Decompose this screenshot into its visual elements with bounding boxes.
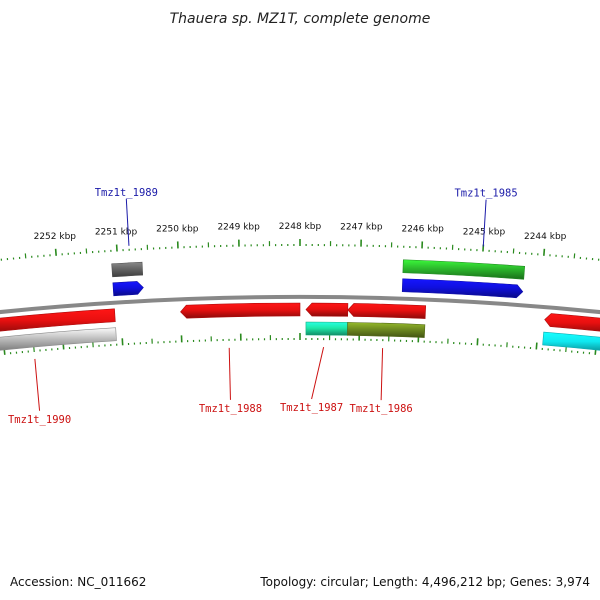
gene-label: Tmz1t_1986 <box>350 403 413 415</box>
gene-feature-gray <box>111 261 144 278</box>
gene-feature-red <box>305 302 349 317</box>
gene-feature-lightgray <box>0 327 117 351</box>
gene-labels: Tmz1t_1989 Tmz1t_1985 Tmz1t_1990 Tmz1t_1988… <box>8 187 518 426</box>
genome-backbone <box>0 295 600 315</box>
tick-label: 2244 kbp <box>524 232 567 242</box>
gene-label-leader <box>311 346 325 400</box>
tick-mark <box>543 248 546 256</box>
gene-label: Tmz1t_1990 <box>8 414 71 426</box>
tick-label: 2250 kbp <box>156 224 199 234</box>
gene-feature-blue <box>112 281 144 297</box>
gene-feature-red <box>544 313 600 332</box>
gene-label-leader <box>482 199 487 247</box>
tick-mark <box>535 342 538 350</box>
gene-feature-red <box>347 303 427 319</box>
tick-label: 2252 kbp <box>34 232 77 242</box>
feature-tracks <box>0 259 600 351</box>
gene-feature-cyan <box>542 331 600 351</box>
map-title: Thauera sp. MZ1T, complete genome <box>170 11 431 27</box>
gene-feature-olive <box>347 322 426 338</box>
tick-mark <box>54 248 57 256</box>
gene-label-leader <box>380 348 384 401</box>
accession-text: Accession: NC_011662 <box>10 575 147 589</box>
gene-label-leader <box>228 347 231 400</box>
gene-label-leader <box>125 198 130 246</box>
tick-label: 2251 kbp <box>95 228 138 238</box>
gene-feature-blue <box>401 278 524 299</box>
gene-label: Tmz1t_1987 <box>280 402 343 414</box>
genome-summary-text: Topology: circular; Length: 4,496,212 bp… <box>260 575 590 589</box>
gene-feature-aqua <box>305 321 348 336</box>
gene-label: Tmz1t_1985 <box>454 188 517 200</box>
gene-label: Tmz1t_1989 <box>95 187 158 199</box>
tick-label: 2246 kbp <box>401 224 444 234</box>
gene-feature-red <box>0 308 116 332</box>
tick-label: 2248 kbp <box>279 222 322 232</box>
gene-label: Tmz1t_1988 <box>199 403 262 415</box>
tick-label: 2249 kbp <box>217 223 260 233</box>
gene-feature-green <box>402 259 526 280</box>
gene-label-leader <box>34 358 41 411</box>
gene-feature-red <box>180 302 301 319</box>
tick-label: 2247 kbp <box>340 223 383 233</box>
